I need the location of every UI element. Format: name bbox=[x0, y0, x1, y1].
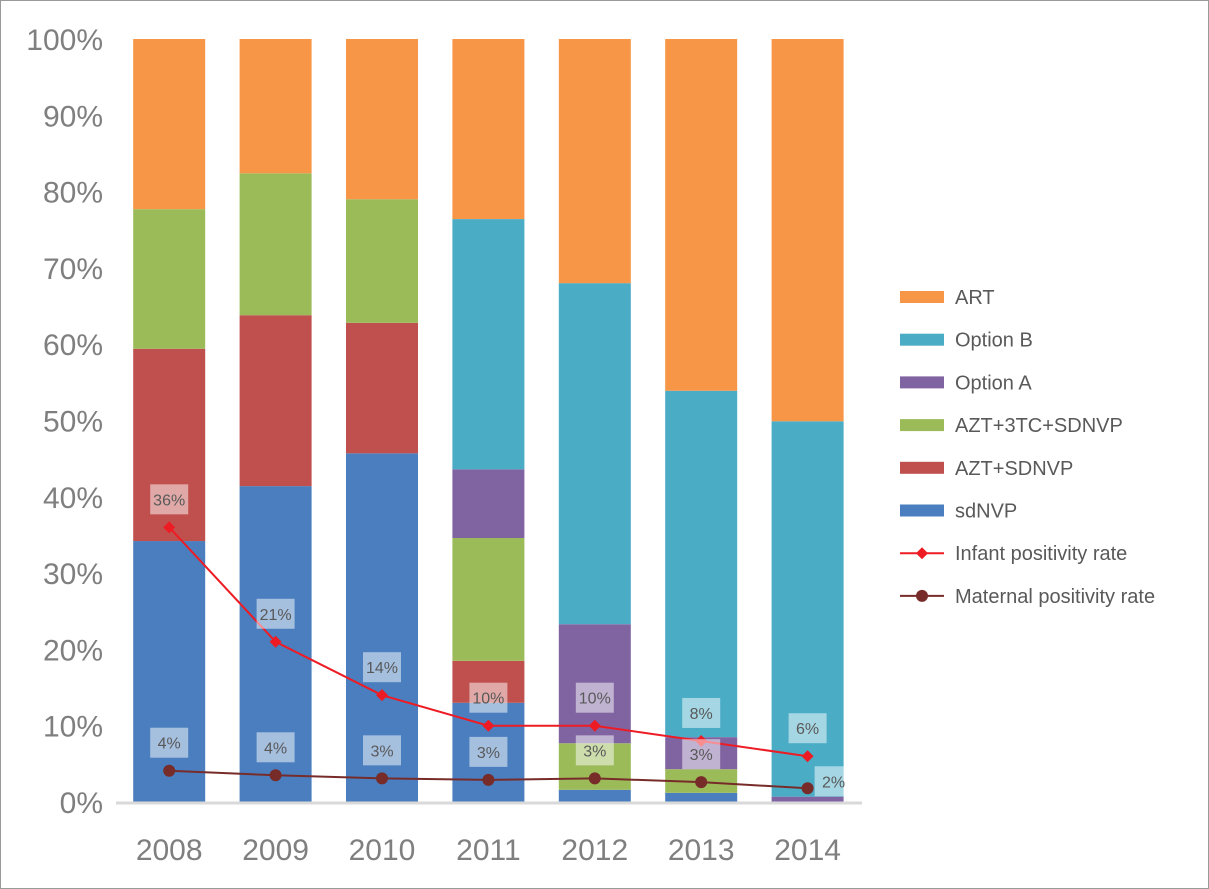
data-label: 2% bbox=[822, 774, 845, 791]
maternal-marker bbox=[376, 772, 388, 785]
bar-segment-option-b bbox=[665, 390, 738, 738]
data-label-bg bbox=[150, 484, 189, 515]
bar-segment-sdnvp bbox=[558, 789, 631, 802]
data-label-bg bbox=[469, 682, 508, 713]
x-tick-label: 2009 bbox=[242, 834, 309, 867]
x-tick-label: 2010 bbox=[349, 834, 416, 867]
legend-label: sdNVP bbox=[955, 501, 1017, 523]
x-tick-label: 2014 bbox=[774, 834, 841, 867]
infant-marker bbox=[376, 689, 388, 702]
infant-marker bbox=[482, 719, 495, 732]
data-label: 10% bbox=[472, 691, 504, 708]
data-label: 36% bbox=[153, 492, 185, 509]
data-label: 10% bbox=[579, 691, 611, 708]
legend-label: ART bbox=[955, 287, 995, 309]
data-label-bg bbox=[363, 652, 401, 683]
maternal-marker bbox=[163, 764, 176, 777]
data-label: 8% bbox=[690, 706, 713, 723]
maternal-marker bbox=[269, 769, 282, 782]
bar-segment-sdnvp bbox=[133, 541, 206, 802]
data-label: 14% bbox=[366, 660, 398, 677]
bar-segment-azt-3tc-sdnvp bbox=[452, 538, 525, 661]
data-label-bg bbox=[682, 697, 721, 728]
bar-segment-azt-3tc-sdnvp bbox=[133, 209, 206, 349]
legend-label: AZT+SDNVP bbox=[955, 458, 1073, 480]
bar-segment-option-a bbox=[452, 469, 525, 539]
data-label: 3% bbox=[370, 743, 393, 760]
y-tick-label: 90% bbox=[43, 100, 103, 133]
bar-segment-option-b bbox=[452, 219, 525, 470]
legend-swatch bbox=[900, 376, 944, 389]
legend-label: Option B bbox=[955, 330, 1033, 352]
data-label-bg bbox=[256, 732, 295, 763]
y-tick-label: 40% bbox=[43, 482, 103, 515]
data-label-bg bbox=[575, 735, 614, 766]
bar-segment-art bbox=[665, 39, 738, 391]
maternal-marker bbox=[695, 776, 708, 789]
data-label-bg bbox=[682, 739, 721, 770]
bar-segment-art bbox=[346, 39, 418, 200]
data-label: 4% bbox=[158, 736, 181, 753]
data-label: 4% bbox=[264, 740, 287, 757]
bar-segment-option-b bbox=[558, 283, 631, 625]
legend-label: AZT+3TC+SDNVP bbox=[955, 415, 1123, 437]
maternal-marker bbox=[801, 782, 814, 795]
x-tick-label: 2008 bbox=[136, 834, 203, 867]
x-tick-label: 2011 bbox=[456, 834, 521, 867]
infant-marker bbox=[269, 635, 282, 648]
legend-swatch bbox=[900, 504, 944, 517]
y-tick-label: 80% bbox=[43, 177, 103, 210]
maternal-marker bbox=[482, 773, 495, 786]
data-label-bg bbox=[788, 713, 827, 744]
bar-segment-sdnvp bbox=[665, 792, 738, 802]
bar-segment-azt-3tc-sdnvp bbox=[346, 199, 418, 323]
data-label-bg bbox=[814, 766, 853, 797]
legend-diamond-icon bbox=[916, 547, 928, 560]
x-tick-label: 2013 bbox=[668, 834, 735, 867]
bar-segment-art bbox=[133, 39, 206, 210]
bar-segment-art bbox=[771, 39, 844, 422]
data-label: 3% bbox=[583, 743, 606, 760]
maternal-marker bbox=[588, 772, 601, 785]
bar-segment-art bbox=[452, 39, 525, 220]
data-label-bg bbox=[150, 727, 189, 758]
legend-swatch bbox=[900, 291, 944, 303]
bar-segment-art bbox=[558, 39, 631, 284]
data-label-bg bbox=[363, 735, 401, 766]
y-tick-label: 70% bbox=[43, 253, 103, 286]
legend-circle-icon bbox=[916, 589, 928, 602]
data-label: 6% bbox=[796, 721, 819, 738]
y-tick-label: 100% bbox=[26, 24, 103, 57]
legend-label: Option A bbox=[955, 372, 1032, 394]
legend-label: Maternal positivity rate bbox=[955, 586, 1155, 608]
data-label-bg bbox=[575, 682, 614, 713]
bar-segment-azt-3tc-sdnvp bbox=[239, 173, 312, 316]
data-label: 3% bbox=[690, 747, 713, 764]
y-tick-label: 30% bbox=[43, 558, 103, 591]
bar-segment-azt-sdnvp bbox=[239, 315, 312, 487]
infant-marker bbox=[801, 750, 814, 763]
legend-swatch bbox=[900, 461, 944, 474]
data-label: 21% bbox=[260, 607, 292, 624]
infant-marker bbox=[163, 521, 176, 534]
bar-segment-art bbox=[239, 39, 312, 174]
data-label-bg bbox=[256, 598, 295, 629]
y-tick-label: 0% bbox=[60, 787, 103, 820]
y-tick-label: 60% bbox=[43, 329, 103, 362]
infant-marker bbox=[588, 719, 601, 732]
data-label: 3% bbox=[477, 745, 500, 762]
bar-segment-option-a bbox=[771, 796, 844, 802]
legend-swatch bbox=[900, 419, 944, 432]
y-tick-label: 50% bbox=[43, 406, 103, 439]
data-label-bg bbox=[469, 736, 508, 767]
y-tick-label: 20% bbox=[43, 634, 103, 667]
legend-label: Infant positivity rate bbox=[955, 543, 1127, 565]
legend-swatch bbox=[900, 333, 944, 346]
y-tick-label: 10% bbox=[43, 711, 103, 744]
x-tick-label: 2012 bbox=[561, 834, 628, 867]
bar-segment-azt-sdnvp bbox=[346, 322, 418, 454]
